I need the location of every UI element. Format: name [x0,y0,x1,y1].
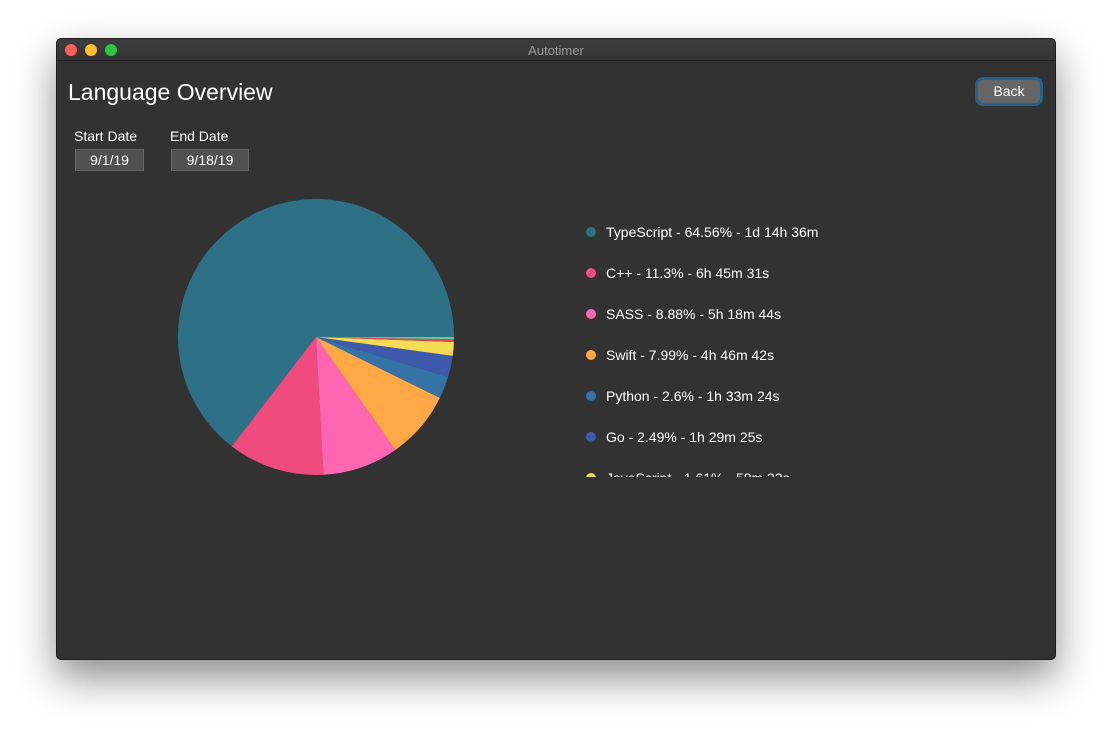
legend-label: Swift - 7.99% - 4h 46m 42s [606,347,775,363]
legend-marker [586,309,596,319]
legend-label: Python - 2.6% - 1h 33m 24s [606,388,780,404]
pie-chart [178,199,454,475]
zoom-button[interactable] [105,44,117,56]
legend-label: SASS - 8.88% - 5h 18m 44s [606,306,782,322]
pie-slice [316,337,454,340]
back-button[interactable]: Back [978,80,1040,103]
pie-slice [316,337,440,450]
legend-label: JavaScript - 1.61% - 58m 33s [606,468,790,477]
pie-slice [231,337,324,475]
legend-marker [586,268,596,278]
pie-slice [316,337,454,342]
window-title: Autotimer [528,43,584,58]
title-bar: Autotimer [57,39,1055,61]
legend-marker [586,227,596,237]
pie-slice [316,337,453,377]
start-date-label: Start Date [74,128,138,144]
end-date-label: End Date [170,128,229,144]
pie-slice [316,337,454,356]
legend-marker [586,473,596,477]
pie-slice [316,337,396,475]
legend-label: TypeScript - 64.56% - 1d 14h 36m [606,224,819,240]
close-button[interactable] [65,44,77,56]
legend-label: C++ - 11.3% - 6h 45m 31s [606,265,770,281]
pie-slice [178,199,454,447]
legend: TypeScript - 64.56% - 1d 14h 36m C++ - 11… [582,214,982,477]
legend-label: Go - 2.49% - 1h 29m 25s [606,429,763,445]
legend-marker [586,432,596,442]
start-date-field[interactable]: 9/1/19 [75,149,144,171]
pie-slice [316,337,449,398]
legend-marker [586,391,596,401]
page-heading: Language Overview [68,79,273,105]
minimize-button[interactable] [85,44,97,56]
app-window: Autotimer Language Overview Back Start D… [56,38,1056,660]
end-date-field[interactable]: 9/18/19 [171,149,249,171]
legend-marker [586,350,596,360]
